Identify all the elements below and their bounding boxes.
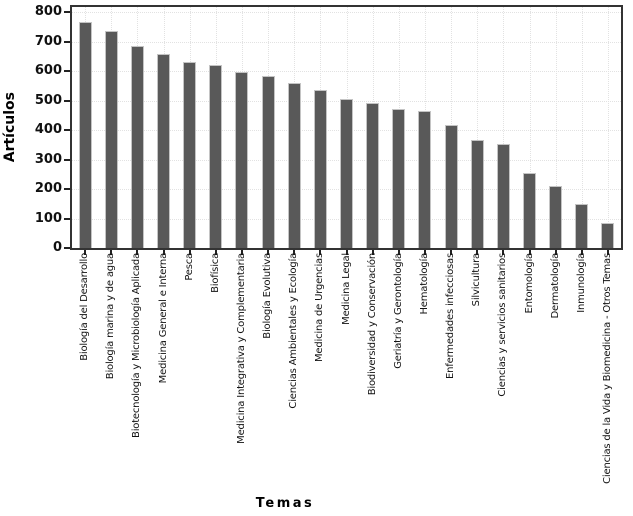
x-category-label: Biología marina y de agua: [105, 253, 116, 380]
v-gridline: [503, 7, 504, 248]
y-tick-mark: [64, 11, 70, 13]
bar-13: [392, 109, 405, 248]
x-tick-mark: [267, 250, 269, 255]
v-gridline: [608, 7, 609, 248]
x-category-label: Entomología: [524, 253, 535, 314]
x-category-label: Medicina General e Interna: [158, 253, 169, 384]
bar-20: [575, 204, 588, 248]
x-category-label: Biofísica: [210, 253, 221, 293]
v-gridline: [477, 7, 478, 248]
y-tick-mark: [64, 247, 70, 249]
y-tick-mark: [64, 188, 70, 190]
y-axis-title-wrap: Artículos: [2, 5, 18, 250]
y-tick-mark: [64, 159, 70, 161]
y-tick-mark: [64, 218, 70, 220]
y-tick-label: 500: [34, 93, 62, 108]
x-category-label: Pesca: [184, 253, 195, 281]
h-gridline: [72, 71, 621, 73]
x-tick-mark: [293, 250, 295, 255]
bar-12: [366, 103, 379, 248]
v-gridline: [530, 7, 531, 248]
v-gridline: [582, 7, 583, 248]
y-tick-label: 600: [34, 63, 62, 78]
bar-19: [549, 186, 562, 248]
bar-21: [601, 223, 614, 248]
x-category-label: Biotecnología y Microbiología Aplicada: [131, 253, 142, 438]
h-gridline: [72, 41, 621, 43]
x-category-label: Geriatría y Gerontología: [393, 253, 404, 369]
bar-17: [497, 144, 510, 248]
bar-18: [523, 173, 536, 248]
x-category-label: Ciencias y servicios sanitarios: [497, 253, 508, 397]
x-tick-mark: [110, 250, 112, 255]
x-tick-mark: [398, 250, 400, 255]
x-tick-mark: [215, 250, 217, 255]
x-tick-mark: [163, 250, 165, 255]
x-tick-mark: [529, 250, 531, 255]
bar-6: [209, 65, 222, 248]
x-tick-mark: [136, 250, 138, 255]
y-tick-mark: [64, 129, 70, 131]
x-category-label: Biología Evolutiva: [262, 253, 273, 339]
x-tick-mark: [555, 250, 557, 255]
y-tick-label: 800: [34, 4, 62, 19]
x-tick-mark: [84, 250, 86, 255]
y-tick-label: 200: [34, 181, 62, 196]
bar-5: [183, 62, 196, 248]
bar-4: [157, 54, 170, 248]
plot-area: [70, 5, 623, 250]
x-category-label: Medicina de Urgencias: [314, 253, 325, 363]
bar-2: [105, 31, 118, 248]
y-tick-label: 300: [34, 152, 62, 167]
bar-8: [262, 76, 275, 248]
y-tick-mark: [64, 41, 70, 43]
bar-9: [288, 83, 301, 248]
bar-7: [235, 72, 248, 248]
bar-16: [471, 140, 484, 248]
x-category-label: Hematología: [419, 253, 430, 315]
bar-1: [79, 22, 92, 248]
v-gridline: [556, 7, 557, 248]
y-tick-label: 100: [34, 211, 62, 226]
y-tick-label: 400: [34, 122, 62, 137]
x-tick-mark: [502, 250, 504, 255]
bar-11: [340, 99, 353, 248]
x-category-label: Medicina Integrativa y Complementaria: [236, 253, 247, 444]
x-category-label: Biología del Desarrollo: [79, 253, 90, 361]
x-tick-mark: [476, 250, 478, 255]
x-category-label: Inmunología: [576, 253, 587, 313]
y-tick-mark: [64, 70, 70, 72]
bar-3: [131, 46, 144, 248]
y-tick-label: 700: [34, 34, 62, 49]
x-tick-mark: [346, 250, 348, 255]
x-category-label: Dermatología: [550, 253, 561, 319]
x-axis-title: Temas: [255, 496, 315, 511]
bar-15: [445, 125, 458, 248]
x-category-label: Medicina Legal: [341, 253, 352, 325]
x-category-label: Ciencias de la Vida y Biomedicina - Otro…: [602, 253, 613, 484]
x-tick-mark: [319, 250, 321, 255]
x-category-label: Biodiversidad y Conservación: [367, 253, 378, 396]
x-category-label: Silvicultura: [471, 253, 482, 307]
x-tick-mark: [581, 250, 583, 255]
x-category-label: Enfermedades infecciosas: [445, 253, 456, 379]
y-axis-title: Artículos: [2, 92, 18, 163]
bar-14: [418, 111, 431, 248]
x-tick-mark: [241, 250, 243, 255]
x-tick-mark: [189, 250, 191, 255]
y-tick-label: 0: [52, 240, 62, 255]
x-tick-mark: [450, 250, 452, 255]
y-tick-mark: [64, 100, 70, 102]
bar-10: [314, 90, 327, 248]
x-category-label: Ciencias Ambientales y Ecología: [288, 253, 299, 409]
x-tick-mark: [607, 250, 609, 255]
x-tick-mark: [372, 250, 374, 255]
h-gridline: [72, 12, 621, 14]
x-tick-mark: [424, 250, 426, 255]
